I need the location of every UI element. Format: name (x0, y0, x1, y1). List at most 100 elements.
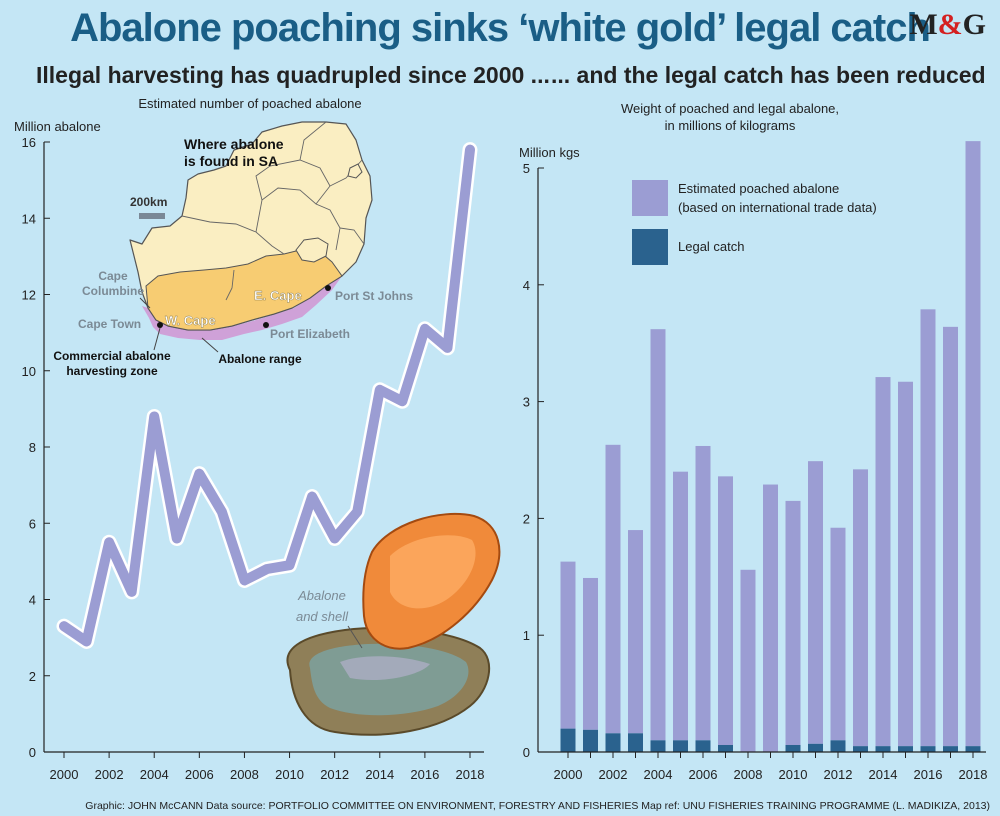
abalone-meat-shade (390, 535, 476, 609)
line-chart-series (56, 142, 478, 649)
bar-chart-ytick-label: 1 (523, 628, 530, 643)
line-chart-xtick-label: 2016 (410, 767, 439, 782)
illustration-label-line2: and shell (296, 609, 349, 624)
bar-legal-2005 (673, 740, 688, 752)
bar-poached-2018 (965, 141, 981, 747)
map-label-abalone-range: Abalone range (218, 352, 302, 366)
line-chart-xtick-label: 2000 (50, 767, 79, 782)
bar-chart-legend: Estimated poached abalone (based on inte… (632, 180, 877, 265)
bar-chart-ytick-label: 0 (523, 745, 530, 760)
line-chart-xtick-label: 2002 (95, 767, 124, 782)
bar-chart-ytick-label: 3 (523, 395, 530, 410)
map-leader-commercial (153, 327, 161, 351)
bar-chart-xtick-label: 2004 (644, 767, 673, 782)
bar-chart-xtick-label: 2002 (599, 767, 628, 782)
bar-poached-2011 (808, 461, 823, 744)
south-africa-map: Where abalone is found in SA 200km Cape … (53, 121, 413, 378)
bar-legal-2014 (875, 746, 891, 752)
left-subtitle: Illegal harvesting has quadrupled since … (36, 62, 550, 88)
bar-legal-2001 (583, 729, 598, 752)
illustration-leader (347, 625, 363, 649)
abalone-illustration: Abalone and shell (286, 512, 501, 736)
bar-chart-ylabel: Million kgs (519, 145, 580, 160)
bar-poached-2012 (830, 527, 846, 741)
bar-chart-ytick-label: 4 (523, 278, 530, 293)
bar-poached-2015 (898, 381, 913, 747)
bar-legal-2012 (830, 740, 846, 752)
bar-chart-xtick-label: 2010 (779, 767, 808, 782)
logo-m: M (909, 8, 938, 41)
map-label-port-st-johns: Port St Johns (335, 289, 413, 303)
bar-legal-2017 (943, 746, 958, 752)
page-title: Abalone poaching sinks ‘white gold’ lega… (70, 6, 931, 50)
line-chart-xtick-label: 2012 (320, 767, 349, 782)
bar-poached-2010 (785, 500, 801, 745)
bar-poached-2002 (605, 444, 621, 734)
map-coastal-provinces (145, 249, 343, 331)
bar-poached-2005 (673, 471, 688, 741)
footer-credit: Graphic: JOHN McCANN Data source: PORTFO… (85, 800, 990, 812)
legend-label-legal: Legal catch (678, 239, 745, 254)
bar-chart-ytick-label: 5 (523, 161, 530, 176)
line-chart-xtick-label: 2004 (140, 767, 169, 782)
line-chart-xtick-label: 2010 (275, 767, 304, 782)
bar-legal-2010 (785, 744, 801, 752)
map-title-line1: Where abalone (184, 136, 284, 152)
bar-chart-bars (560, 141, 981, 752)
line-series-poached (59, 144, 475, 647)
line-chart-ytick-label: 2 (29, 669, 36, 684)
mg-logo: M&G (909, 8, 986, 42)
map-label-cape-town: Cape Town (78, 317, 141, 331)
bar-chart: Million kgs 0 1 2 3 4 5 2000 2002 2004 2006 2008 20… (519, 141, 987, 782)
map-scale-bar (139, 213, 165, 219)
map-eswatini (347, 163, 363, 179)
bar-poached-2003 (628, 530, 643, 734)
line-chart: Million abalone 0 2 4 6 8 10 12 14 16 2000 2002 200… (14, 119, 484, 782)
legend-swatch-poached (632, 180, 668, 216)
bar-chart-xtick-label: 2016 (914, 767, 943, 782)
right-caption-line2: in millions of kilograms (664, 118, 796, 133)
line-chart-ytick-label: 10 (22, 364, 36, 379)
line-chart-ytick-label: 16 (22, 135, 36, 150)
legend-label-poached-2: (based on international trade data) (678, 200, 877, 215)
map-label-columbine: Columbine (82, 284, 144, 298)
illustration-label-line1: Abalone (297, 588, 346, 603)
bar-poached-2000 (560, 561, 576, 729)
bar-legal-2000 (560, 728, 576, 752)
line-chart-ytick-label: 8 (29, 440, 36, 455)
right-subtitle: ... and the legal catch has been reduced (551, 62, 986, 88)
bar-chart-ytick-label: 2 (523, 511, 530, 526)
bar-legal-2018 (965, 746, 981, 752)
bar-legal-2004 (650, 740, 666, 752)
bar-poached-2007 (718, 476, 733, 745)
line-chart-ticks: 0 2 4 6 8 10 12 14 16 2000 2002 2004 2006 2008 2010 201… (22, 135, 485, 782)
bar-poached-2014 (875, 377, 891, 747)
map-abalone-range (142, 270, 342, 340)
bar-chart-xtick-label: 2018 (959, 767, 988, 782)
map-label-w-cape: W. Cape (165, 313, 216, 328)
line-chart-xtick-label: 2008 (230, 767, 259, 782)
bar-poached-2017 (943, 326, 958, 747)
line-chart-ytick-label: 12 (22, 288, 36, 303)
bar-legal-2011 (808, 743, 823, 752)
map-label-e-cape: E. Cape (254, 288, 302, 303)
bar-poached-2001 (583, 577, 598, 730)
bar-chart-xtick-label: 2014 (869, 767, 898, 782)
map-province-borders (181, 121, 365, 301)
bar-poached-2009 (763, 484, 778, 752)
line-chart-xtick-label: 2006 (185, 767, 214, 782)
bar-poached-2006 (695, 445, 711, 741)
bar-chart-xtick-label: 2012 (824, 767, 853, 782)
bar-poached-2013 (853, 469, 868, 747)
bar-legal-2002 (605, 733, 621, 752)
line-chart-ylabel: Million abalone (14, 119, 101, 134)
bar-chart-xtick-label: 2006 (689, 767, 718, 782)
map-leader-columbine (139, 297, 151, 309)
map-dot-port-elizabeth (263, 322, 269, 328)
logo-g: G (962, 8, 986, 41)
line-chart-ytick-label: 14 (22, 211, 36, 226)
bar-legal-2016 (920, 746, 936, 752)
map-label-port-elizabeth: Port Elizabeth (270, 327, 350, 341)
logo-ampersand: & (937, 8, 963, 41)
